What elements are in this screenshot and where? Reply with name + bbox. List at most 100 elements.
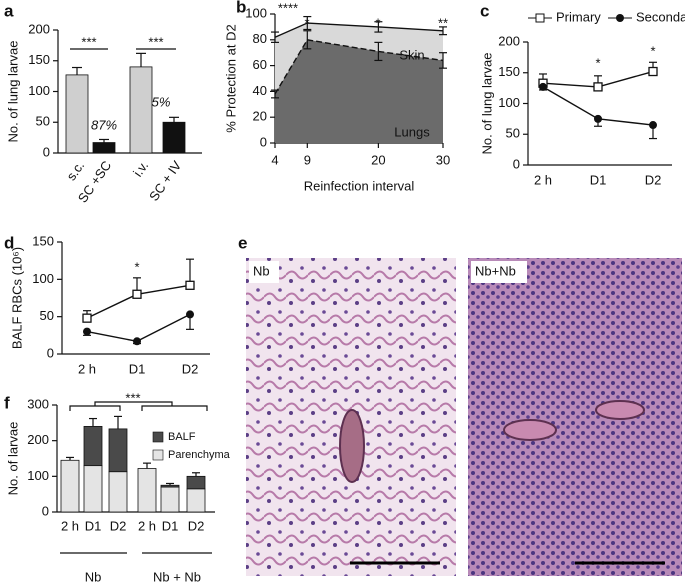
bar-segment xyxy=(160,486,180,513)
bar-segment xyxy=(160,484,180,488)
y-tick-label: 50 xyxy=(36,114,50,129)
x-tick-label: D1 xyxy=(129,361,146,376)
bar-segment xyxy=(186,488,206,513)
y-tick-label: 200 xyxy=(498,33,520,48)
y-axis-label: No. of larvae xyxy=(5,422,20,496)
x-tick-label: i.v. xyxy=(130,158,151,179)
marker xyxy=(593,82,603,92)
bar-segment xyxy=(108,428,128,473)
y-tick-label: 60 xyxy=(253,57,267,72)
annotation: **** xyxy=(278,0,298,15)
x-tick-label: SC + IV xyxy=(146,158,184,204)
annotation: * xyxy=(134,259,139,274)
marker xyxy=(594,114,602,123)
bar xyxy=(129,66,153,154)
y-axis-label: % Protection at D2 xyxy=(223,24,238,132)
x-tick-label: 2 h xyxy=(61,518,79,533)
x-tick-label: D1 xyxy=(85,518,102,533)
line xyxy=(274,22,444,38)
legend-swatch xyxy=(152,431,164,443)
bar-segment xyxy=(83,465,103,513)
y-axis-label: No. of lung larvae xyxy=(479,53,494,155)
line xyxy=(274,39,444,95)
label-box xyxy=(471,261,527,283)
area xyxy=(275,39,443,143)
x-axis-label: Reinfection interval xyxy=(304,178,415,193)
marker xyxy=(539,82,547,91)
x-tick-label: D1 xyxy=(162,518,179,533)
annotation: *** xyxy=(81,34,96,49)
x-tick-label: D2 xyxy=(110,518,127,533)
group-label: Nb + Nb xyxy=(153,569,201,584)
bar-segment xyxy=(186,475,206,490)
x-tick-label: 30 xyxy=(436,152,450,167)
annotation: * xyxy=(650,43,655,58)
legend-label: Secondary xyxy=(636,9,685,24)
x-tick-label: D2 xyxy=(188,518,205,533)
y-tick-label: 80 xyxy=(253,31,267,46)
panel-letter: d xyxy=(4,233,14,252)
x-tick-label: 20 xyxy=(371,152,385,167)
marker xyxy=(132,289,142,299)
annotation: ** xyxy=(438,15,448,30)
bar-segment xyxy=(60,459,80,513)
panel-letter: c xyxy=(480,1,489,20)
y-axis-label: No. of lung larvae xyxy=(5,41,20,143)
y-tick-label: 100 xyxy=(27,468,49,483)
bar xyxy=(92,142,116,154)
x-tick-label: s.c. xyxy=(63,158,87,183)
y-tick-label: 40 xyxy=(253,83,267,98)
marker xyxy=(82,313,92,323)
bar xyxy=(65,74,89,154)
y-tick-label: 300 xyxy=(27,396,49,411)
y-tick-label: 0 xyxy=(43,144,50,159)
y-tick-label: 100 xyxy=(498,95,520,110)
image-label: Nb xyxy=(253,263,270,278)
x-tick-label: D2 xyxy=(645,172,662,187)
marker xyxy=(185,280,195,290)
marker xyxy=(186,310,194,319)
y-tick-label: 0 xyxy=(42,503,49,518)
bracket xyxy=(69,401,208,411)
bar xyxy=(162,121,186,154)
bar-segment xyxy=(108,471,128,513)
legend-label: Parenchyma xyxy=(168,449,231,461)
y-tick-label: 150 xyxy=(498,64,520,79)
y-axis-label: BALF RBCs (10⁶) xyxy=(9,247,24,349)
y-tick-label: 0 xyxy=(47,345,54,360)
x-tick-label: D1 xyxy=(590,172,607,187)
legend-label: Primary xyxy=(556,9,601,24)
y-tick-label: 150 xyxy=(28,52,50,67)
marker xyxy=(648,66,658,77)
annotation: *** xyxy=(125,390,140,405)
y-tick-label: 200 xyxy=(28,21,50,36)
x-tick-label: D2 xyxy=(182,361,199,376)
group-label: Nb xyxy=(85,569,102,584)
series-label: Lungs xyxy=(394,124,430,139)
larva xyxy=(503,419,557,441)
bar-segment xyxy=(83,425,103,467)
y-tick-label: 100 xyxy=(32,271,54,286)
panel-letter: f xyxy=(4,393,10,412)
micrograph xyxy=(468,258,682,576)
y-tick-label: 200 xyxy=(27,432,49,447)
annotation: 87% xyxy=(91,117,117,132)
marker xyxy=(133,337,141,346)
y-tick-label: 150 xyxy=(32,233,54,248)
annotation: *** xyxy=(148,34,163,49)
annotation: * xyxy=(595,55,600,70)
panel-letter: e xyxy=(238,233,247,252)
panel-letter: b xyxy=(236,0,246,16)
marker xyxy=(83,327,91,336)
legend-marker xyxy=(535,13,545,23)
y-tick-label: 50 xyxy=(506,126,520,141)
image-label: Nb+Nb xyxy=(475,263,516,278)
x-tick-label: 2 h xyxy=(534,172,552,187)
y-tick-label: 100 xyxy=(245,5,267,20)
label-box xyxy=(249,261,279,283)
legend-label: BALF xyxy=(168,431,196,443)
line xyxy=(86,313,191,343)
legend-swatch xyxy=(152,449,164,461)
bar-segment xyxy=(137,468,157,513)
